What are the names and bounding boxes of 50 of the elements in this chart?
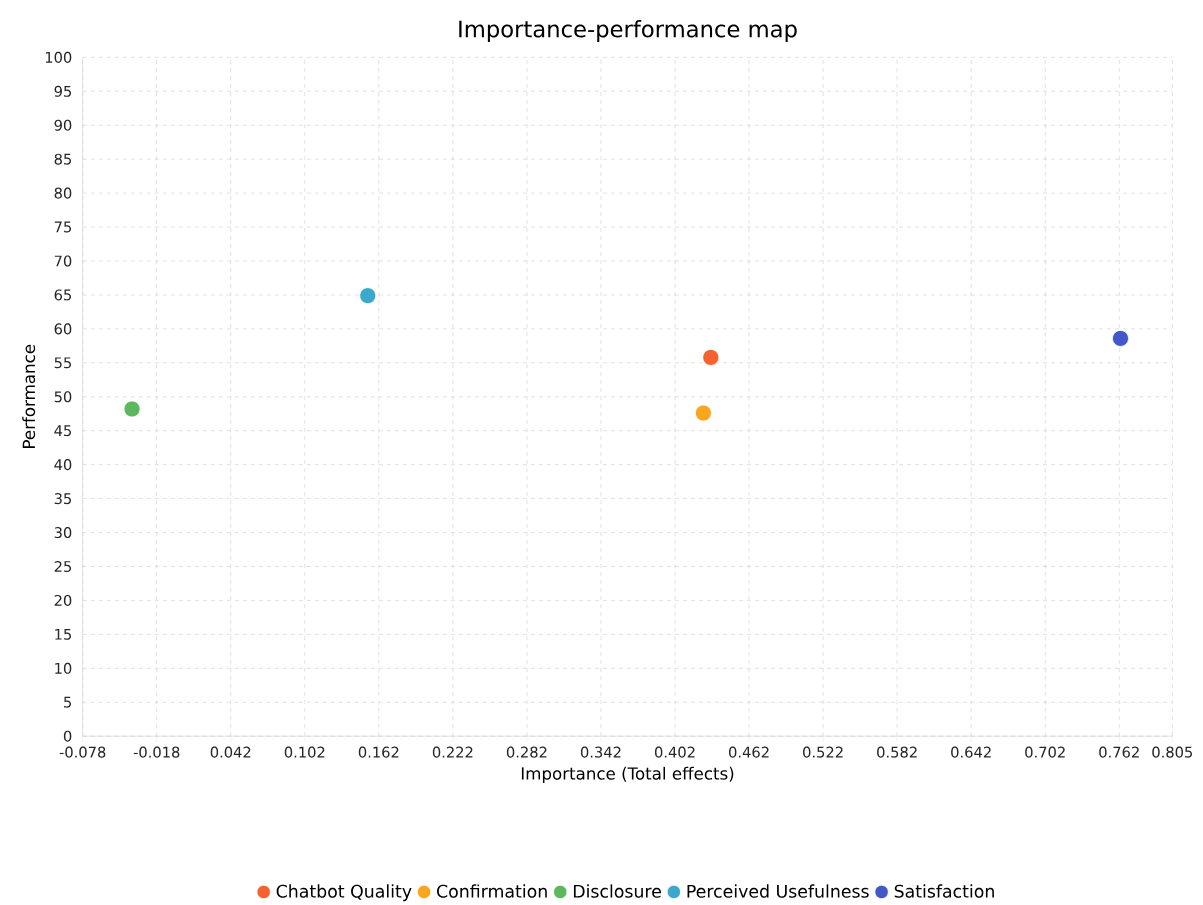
y-tick-label: 15 — [55, 628, 72, 640]
y-tick-label: 5 — [64, 696, 72, 708]
y-tick-label: 90 — [54, 119, 72, 131]
y-tick-label: 35 — [54, 493, 72, 505]
y-tick-label: 45 — [54, 425, 72, 437]
x-tick-label: 0.642 — [951, 746, 991, 758]
x-tick-label: 0.282 — [506, 746, 547, 758]
x-axis-title: Importance (Total effects) — [521, 766, 734, 784]
legend-label: Chatbot Quality — [276, 884, 412, 902]
y-tick-label: 65 — [54, 289, 72, 301]
point — [1112, 330, 1129, 347]
y-tick-label: 50 — [54, 391, 72, 403]
y-tick-label: 100 — [45, 51, 72, 63]
x-tick-label: 0.102 — [284, 746, 325, 758]
y-tick-label: 75 — [54, 221, 72, 233]
y-tick-label: 60 — [54, 323, 72, 335]
legend-label: Disclosure — [573, 884, 661, 898]
x-tick-label: 0.805 — [1152, 746, 1193, 758]
y-tick-label: 55 — [54, 357, 72, 369]
chart-title: Importance-performance map — [459, 20, 797, 43]
legend-label: Satisfaction — [894, 884, 994, 898]
y-tick-label: 80 — [54, 187, 72, 199]
point — [123, 400, 141, 418]
y-tick-label: 0 — [63, 730, 72, 742]
x-tick-label: -0.078 — [59, 746, 106, 758]
x-tick-label: 0.342 — [580, 746, 621, 758]
x-tick-label: 0.222 — [432, 746, 473, 758]
point — [359, 287, 377, 305]
x-tick-label: 0.582 — [877, 746, 917, 758]
x-tick-label: -0.018 — [133, 746, 180, 758]
y-tick-label: 70 — [54, 255, 72, 267]
y-tick-label: 95 — [54, 85, 72, 97]
y-tick-label: 85 — [54, 153, 72, 165]
x-tick-label: 0.702 — [1025, 746, 1065, 758]
legend-label: Perceived Usefulness — [687, 884, 869, 898]
y-tick-label: 30 — [54, 527, 72, 539]
x-tick-label: 0.402 — [654, 746, 695, 758]
y-tick-label: 20 — [54, 594, 72, 607]
legend-label: Confirmation — [437, 884, 547, 898]
y-axis-title: Performance — [22, 344, 36, 449]
y-tick-label: 25 — [54, 561, 72, 573]
y-tick-label: 10 — [55, 662, 72, 674]
y-tick-label: 40 — [54, 459, 72, 471]
x-tick-label: 0.522 — [803, 746, 843, 758]
point — [695, 404, 712, 422]
x-tick-label: 0.462 — [729, 746, 769, 758]
x-tick-label: 0.042 — [210, 746, 251, 758]
x-tick-label: 0.762 — [1099, 746, 1139, 758]
x-tick-label: 0.162 — [358, 746, 399, 758]
point — [702, 349, 720, 366]
